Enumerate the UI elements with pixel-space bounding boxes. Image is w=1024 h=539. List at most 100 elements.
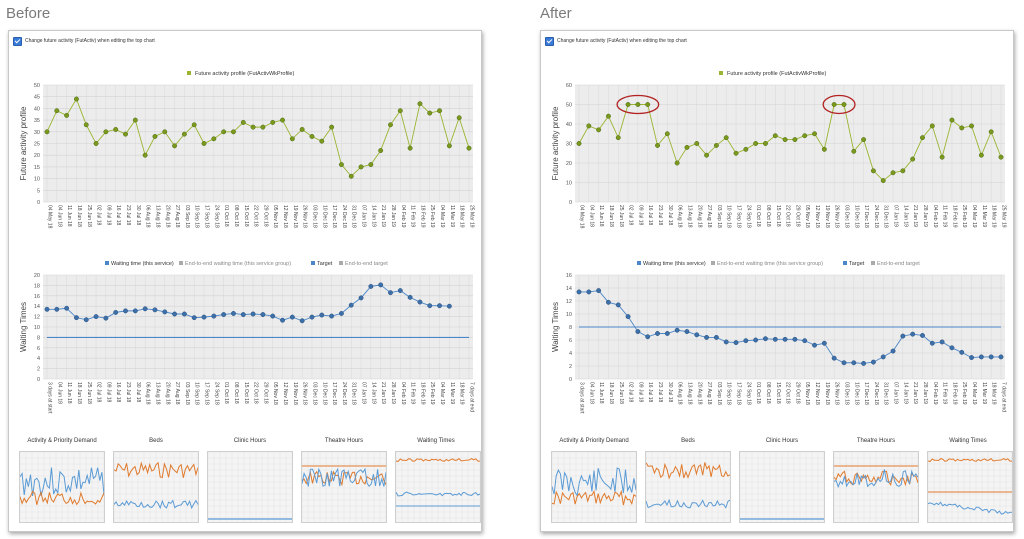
waiting-point[interactable] <box>900 333 906 339</box>
activity-point[interactable] <box>615 135 621 141</box>
future-activity-chart[interactable]: 0 5 10 15 20 25 30 35 40 45 50 04 May 18 04 Jun 18 11… <box>9 49 481 254</box>
waiting-point[interactable] <box>191 315 197 321</box>
activity-point[interactable] <box>417 101 423 107</box>
activity-point[interactable] <box>123 131 128 137</box>
waiting-point[interactable] <box>890 348 896 354</box>
activity-point[interactable] <box>329 124 335 130</box>
waiting-point[interactable] <box>655 331 660 336</box>
activity-point[interactable] <box>792 137 798 143</box>
waiting-point[interactable] <box>802 338 808 344</box>
waiting-point[interactable] <box>142 306 148 312</box>
activity-point[interactable] <box>54 108 60 114</box>
waiting-point[interactable] <box>763 336 768 342</box>
activity-point[interactable] <box>211 136 217 142</box>
mini-chart-activity[interactable] <box>19 451 105 523</box>
waiting-point[interactable] <box>44 306 50 312</box>
activity-point[interactable] <box>753 141 759 146</box>
waiting-point[interactable] <box>920 333 925 338</box>
activity-point[interactable] <box>289 136 295 142</box>
activity-point[interactable] <box>988 129 994 135</box>
activity-point[interactable] <box>280 117 285 123</box>
activity-point[interactable] <box>44 129 50 135</box>
waiting-point[interactable] <box>113 309 119 315</box>
activity-point[interactable] <box>299 127 305 132</box>
activity-point[interactable] <box>851 148 857 154</box>
waiting-point[interactable] <box>260 312 266 317</box>
waiting-point[interactable] <box>821 340 827 346</box>
waiting-times-chart[interactable]: 0 2 4 6 8 10 12 14 16 3 days at start 04 Jun 18 11 … <box>541 259 1013 439</box>
waiting-point[interactable] <box>250 311 256 317</box>
waiting-point[interactable] <box>851 360 857 366</box>
waiting-point[interactable] <box>240 312 246 317</box>
activity-point[interactable] <box>900 168 906 174</box>
waiting-point[interactable] <box>605 299 611 305</box>
activity-point[interactable] <box>772 133 778 139</box>
waiting-point[interactable] <box>674 327 680 333</box>
waiting-point[interactable] <box>397 288 403 294</box>
waiting-point[interactable] <box>299 318 305 324</box>
waiting-point[interactable] <box>870 359 876 365</box>
waiting-point[interactable] <box>201 314 207 320</box>
activity-point[interactable] <box>427 110 433 116</box>
waiting-point[interactable] <box>969 355 975 361</box>
waiting-point[interactable] <box>427 303 433 309</box>
waiting-point[interactable] <box>378 282 384 288</box>
activity-point[interactable] <box>929 123 935 129</box>
waiting-point[interactable] <box>959 349 965 355</box>
activity-point[interactable] <box>596 127 602 133</box>
waiting-point[interactable] <box>319 312 325 318</box>
activity-point[interactable] <box>870 168 876 174</box>
activity-point[interactable] <box>959 125 965 131</box>
waiting-point[interactable] <box>910 331 916 337</box>
activity-point[interactable] <box>713 143 719 148</box>
waiting-point[interactable] <box>231 311 236 316</box>
activity-point[interactable] <box>831 102 837 107</box>
waiting-point[interactable] <box>437 303 443 309</box>
activity-point[interactable] <box>625 102 631 107</box>
waiting-point[interactable] <box>586 289 592 295</box>
activity-point[interactable] <box>910 156 916 162</box>
waiting-point[interactable] <box>753 337 759 343</box>
waiting-point[interactable] <box>743 338 749 344</box>
activity-point[interactable] <box>201 141 207 146</box>
activity-point[interactable] <box>812 131 817 137</box>
waiting-point[interactable] <box>93 314 99 320</box>
activity-point[interactable] <box>93 141 99 146</box>
waiting-point[interactable] <box>576 289 582 295</box>
activity-point[interactable] <box>348 173 354 179</box>
activity-point[interactable] <box>576 141 582 146</box>
activity-point[interactable] <box>704 152 710 158</box>
activity-point[interactable] <box>684 144 690 150</box>
waiting-point[interactable] <box>792 336 798 342</box>
waiting-point[interactable] <box>123 308 128 314</box>
waiting-point[interactable] <box>289 314 295 320</box>
waiting-point[interactable] <box>861 360 867 366</box>
waiting-point[interactable] <box>73 315 79 321</box>
activity-point[interactable] <box>743 146 749 152</box>
activity-point[interactable] <box>388 122 393 128</box>
activity-point[interactable] <box>378 148 384 153</box>
waiting-point[interactable] <box>221 312 227 317</box>
waiting-point[interactable] <box>358 295 364 301</box>
waiting-point[interactable] <box>329 313 335 319</box>
mini-chart-beds[interactable] <box>645 451 731 523</box>
activity-point[interactable] <box>231 129 236 135</box>
waiting-point[interactable] <box>949 345 955 351</box>
activity-point[interactable] <box>939 154 945 160</box>
waiting-point[interactable] <box>615 302 621 308</box>
mini-chart-theatre[interactable] <box>833 451 919 523</box>
waiting-point[interactable] <box>635 329 641 335</box>
mini-chart-clinic[interactable] <box>739 451 825 523</box>
activity-point[interactable] <box>821 146 827 152</box>
activity-point[interactable] <box>240 119 246 125</box>
futactiv-checkbox[interactable] <box>13 36 22 46</box>
activity-point[interactable] <box>191 122 197 128</box>
activity-point[interactable] <box>181 131 187 137</box>
waiting-point[interactable] <box>407 294 413 300</box>
waiting-point[interactable] <box>723 339 729 345</box>
activity-point[interactable] <box>270 119 276 125</box>
waiting-point[interactable] <box>988 354 994 360</box>
waiting-point[interactable] <box>446 303 452 309</box>
waiting-point[interactable] <box>694 332 700 338</box>
waiting-point[interactable] <box>978 354 984 360</box>
